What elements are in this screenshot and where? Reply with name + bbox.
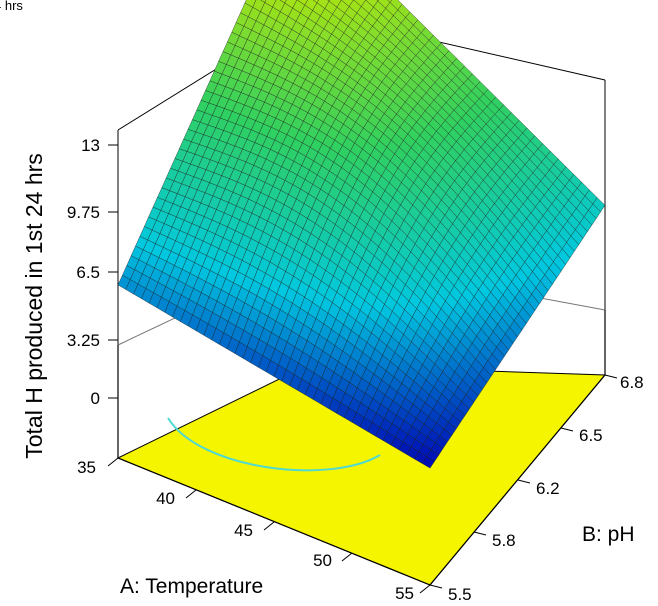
- z-tick-label-0: 0: [91, 389, 100, 408]
- z-tick-label-4: 13: [81, 136, 100, 155]
- floor-contour-line: [167, 417, 381, 472]
- y-tick-label-1: 5.8: [492, 531, 516, 550]
- z-tick-label-1: 3.25: [67, 331, 100, 350]
- y-tick-label-3: 6.5: [579, 426, 603, 445]
- surface-cell: [387, 0, 393, 3]
- y-axis-title: B: pH: [582, 523, 635, 546]
- x-tick-label-1: 40: [156, 489, 175, 508]
- x-tick-mark-0: [107, 457, 119, 467]
- z-axis: [108, 144, 118, 399]
- y-tick-label-0: 5.5: [448, 585, 472, 604]
- front-left-floor-edge: [117, 457, 431, 586]
- y-tick-label-4: 6.8: [620, 373, 644, 392]
- x-tick-mark-3: [341, 552, 353, 562]
- y-tick-mark-3: [560, 427, 574, 432]
- y-tick-mark-2: [517, 479, 531, 484]
- bounding-box-front: [117, 310, 606, 586]
- chart-title: 4 hrs: [0, 0, 23, 13]
- x-tick-mark-2: [263, 521, 275, 531]
- z-tick-label-3: 9.75: [67, 203, 100, 222]
- x-tick-mark-1: [185, 489, 197, 499]
- y-axis: [429, 374, 618, 589]
- x-tick-label-4: 55: [395, 584, 414, 603]
- x-tick-label-2: 45: [234, 521, 253, 540]
- z-axis-title: Total H produced in 1st 24 hrs: [21, 153, 47, 459]
- y-tick-mark-4: [604, 374, 618, 379]
- y-tick-mark-0: [429, 584, 443, 589]
- front-right-floor-edge: [429, 374, 606, 586]
- x-axis: [107, 457, 431, 594]
- surface-cell: [421, 456, 435, 469]
- x-tick-label-3: 50: [313, 551, 332, 570]
- z-tick-label-2: 6.5: [76, 263, 100, 282]
- y-tick-mark-1: [473, 531, 487, 536]
- y-tick-label-2: 6.2: [536, 479, 560, 498]
- response-surface: [117, 0, 606, 469]
- x-tick-mark-4: [419, 584, 431, 594]
- x-axis-title: A: Temperature: [120, 575, 263, 598]
- x-tick-label-0: 35: [77, 458, 96, 477]
